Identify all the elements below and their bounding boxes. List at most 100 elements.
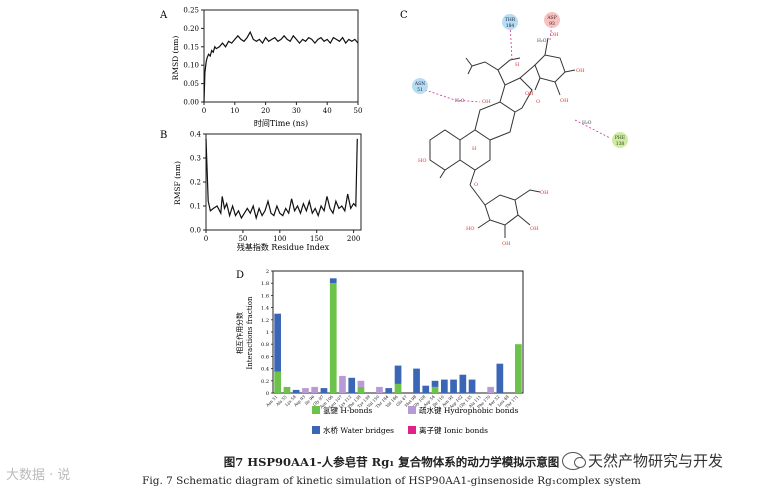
bar-segment [459, 374, 467, 393]
bar-segment [357, 380, 365, 387]
panel-d-ytick-label: 0.6 [261, 354, 269, 360]
panel-d-ticks: 0 0.2 0.4 0.6 0.8 1 1.2 1.4 1.6 1.8 2 [261, 269, 273, 397]
legend-swatch [408, 426, 416, 434]
panel-d-legend: 氢键 H-bonds 疏水键 Hydrophobic bonds 水桥 Water … [312, 405, 518, 435]
bar-segment [431, 380, 439, 387]
panel-a-rmsd-chart: A RMSD (nm) 时间Time (ns) 0.00 0.05 0.10 0.15… [159, 7, 362, 129]
legend-item: 氢键 H-bonds [312, 405, 372, 415]
panel-b-xlabel: 残基指数 Residue Index [237, 242, 330, 252]
core-bonds [439, 169, 476, 186]
panel-d-bars [274, 278, 522, 394]
legend-swatch [312, 406, 320, 414]
caption-chinese: 图7 HSP90AA1-人参皂苷 Rg₁ 复合物体系的动力学模拟示意图 [223, 455, 560, 469]
bar-segment [441, 379, 448, 393]
svg-text:OH: OH [482, 99, 491, 105]
panel-a-ylabel: RMSD (nm) [171, 36, 180, 81]
watermark-left: 大数据 · 说 [6, 468, 71, 483]
panel-b-letter: B [160, 130, 167, 141]
panel-a-xtick-label: 50 [354, 107, 363, 115]
svg-text:OH: OH [540, 190, 549, 196]
svg-text:138: 138 [616, 141, 625, 147]
residue-thr184-label: THR [505, 17, 516, 23]
panel-a-xtick-label: 30 [292, 107, 301, 115]
svg-text:PHE: PHE [615, 135, 625, 141]
panel-a-ytick-label: 0.25 [183, 7, 199, 15]
bar-segment [422, 385, 430, 393]
panel-a-ytick-label: 0.05 [183, 80, 199, 88]
bar-segment [339, 375, 346, 393]
panel-d-ytick-label: 0.4 [261, 367, 269, 373]
panel-b-ytick-label: 0.3 [190, 155, 201, 163]
svg-text:H: H [472, 146, 477, 152]
panel-b-ticks: 0.0 0.1 0.2 0.3 0.4 0 50 100 150 200 [190, 131, 360, 244]
svg-text:OH: OH [550, 32, 559, 38]
panel-c-letter: C [400, 10, 408, 21]
sugar-upper-bonds [519, 37, 576, 96]
residue-bubbles: THR 184 ASP 93 ASN 51 PHE 138 [412, 12, 628, 148]
svg-text:O: O [474, 182, 478, 188]
residue-asp93: ASP 93 [544, 12, 560, 28]
panel-b-xtick-label: 50 [238, 235, 247, 243]
panel-a-letter: A [159, 10, 168, 21]
bar-segment [274, 371, 281, 393]
panel-d-ytick-label: 2 [266, 269, 269, 275]
legend-item: 疏水键 Hydrophobic bonds [408, 405, 518, 415]
svg-text:OH: OH [560, 98, 569, 104]
legend-label: 疏水键 Hydrophobic bonds [419, 405, 518, 415]
panel-b-xtick-label: 200 [347, 235, 360, 243]
panel-b-ylabel: RMSF (nm) [173, 161, 182, 205]
panel-a-rmsd-line [203, 30, 359, 103]
panel-a-xtick-label: 10 [230, 107, 239, 115]
residue-phe138: PHE 138 [612, 132, 628, 148]
bar-segment [468, 379, 476, 393]
bar-segment [450, 379, 457, 393]
svg-text:93: 93 [549, 21, 555, 27]
panel-a-ytick-label: 0.00 [183, 99, 199, 107]
legend-swatch [408, 406, 416, 414]
panel-b-xtick-label: 100 [273, 235, 286, 243]
panel-c-interaction-diagram: C OH OH OH OH OH O HO O OH [400, 10, 628, 247]
panel-d-interactions-bar-chart: D 相互作用分数 Interactions fraction 0 0.2 0.4 0.… [235, 269, 524, 435]
panel-b-ytick-label: 0.0 [190, 227, 201, 235]
panel-b-ytick-label: 0.1 [190, 203, 201, 211]
svg-text:OH: OH [502, 241, 511, 247]
residue-asn51: ASN 51 [412, 78, 428, 94]
panel-a-ytick-label: 0.15 [183, 43, 199, 51]
panel-d-ylabel-cn: 相互作用分数 [235, 312, 244, 354]
panel-d-ytick-label: 0 [266, 391, 269, 397]
panel-a-ytick-label: 0.10 [183, 62, 199, 70]
panel-d-ytick-label: 0.8 [261, 342, 269, 348]
svg-text:HO: HO [418, 158, 426, 164]
bar-segment [283, 386, 291, 393]
bar-segment [496, 363, 504, 393]
panel-d-ytick-label: 1.4 [261, 306, 269, 312]
residue-thr184: THR 184 [502, 14, 518, 30]
interaction-lines [424, 21, 611, 139]
panel-b-ytick-label: 0.4 [190, 131, 202, 139]
panel-d-ytick-label: 0.2 [261, 379, 269, 385]
bar-segment [292, 389, 300, 393]
bar-segment [431, 386, 439, 393]
panel-a-ticks: 0.00 0.05 0.10 0.15 0.20 0.25 0 10 20 30 40 50 [183, 7, 362, 116]
panel-a-xtick-label: 0 [202, 107, 206, 115]
bar-segment [515, 344, 522, 393]
ring-b [459, 129, 491, 171]
side-chain [471, 57, 521, 86]
side-chain-end [465, 57, 473, 75]
legend-label: 氢键 H-bonds [323, 405, 372, 415]
panel-a-xlabel: 时间Time (ns) [254, 118, 308, 128]
panel-d-ylabel-en: Interactions fraction [246, 296, 254, 370]
bar-segment [394, 365, 402, 384]
panel-a-xtick-label: 40 [323, 107, 332, 115]
ring-a [429, 129, 461, 171]
legend-item: 水桥 Water bridges [312, 425, 394, 435]
bar-segment [487, 386, 494, 393]
svg-text:ASP: ASP [546, 15, 556, 21]
panel-b-xtick-label: 0 [204, 235, 208, 243]
legend-label: 离子键 Ionic bonds [419, 425, 488, 435]
bar-segment [376, 386, 383, 393]
panel-b-rmsf-line [205, 138, 358, 221]
svg-text:OH: OH [576, 68, 585, 74]
